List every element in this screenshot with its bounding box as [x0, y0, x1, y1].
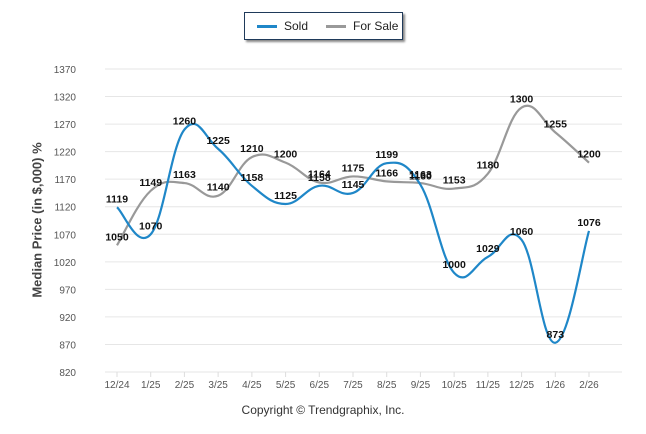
- data-label: 1125: [274, 190, 297, 202]
- y-tick-label: 820: [59, 368, 76, 379]
- legend-item-for-sale[interactable]: For Sale: [326, 19, 398, 33]
- data-label: 1076: [577, 217, 601, 229]
- data-label: 1158: [308, 172, 331, 184]
- y-tick-label: 1220: [54, 148, 77, 159]
- data-label: 1225: [206, 135, 230, 147]
- gridlines: [105, 68, 622, 373]
- x-tick-label: 10/25: [442, 380, 467, 391]
- y-tick-label: 1370: [54, 65, 77, 76]
- y-tick-label: 1020: [54, 258, 77, 269]
- data-label: 1163: [409, 169, 432, 181]
- data-label: 1300: [510, 94, 534, 106]
- x-tick-label: 8/25: [377, 380, 397, 391]
- y-axis-ticks: 820 870 920 970 1020 1070 1120 1170 1220 1270 1320…: [54, 65, 77, 379]
- data-label: 1200: [274, 149, 298, 161]
- data-label: 1175: [342, 162, 365, 174]
- data-label: 1000: [442, 259, 466, 271]
- series-line-sold: [116, 122, 591, 344]
- data-label: 1119: [106, 193, 128, 205]
- y-tick-label: 970: [59, 285, 76, 296]
- x-tick-label: 7/25: [343, 380, 363, 391]
- data-labels: 1119 1070 1260 1225 1158 1125 1158 1145 1199 1160…: [105, 94, 601, 341]
- data-label: 1166: [375, 167, 398, 179]
- data-label: 873: [547, 329, 565, 341]
- legend: Sold For Sale: [244, 12, 403, 40]
- data-label: 1145: [342, 179, 365, 191]
- y-tick-label: 1120: [54, 203, 76, 214]
- series-lines: [116, 104, 591, 344]
- legend-label: For Sale: [353, 19, 399, 33]
- data-label: 1160: [409, 171, 432, 183]
- x-tick-label: 1/25: [141, 380, 161, 391]
- y-tick-label: 1270: [54, 120, 77, 131]
- data-label: 1050: [105, 231, 129, 243]
- data-label: 1140: [207, 182, 230, 194]
- data-label: 1060: [510, 226, 534, 238]
- y-tick-label: 920: [59, 313, 76, 324]
- x-tick-label: 9/25: [411, 380, 431, 391]
- x-tick-label: 12/25: [509, 380, 534, 391]
- data-label: 1255: [544, 118, 568, 130]
- legend-swatch-for-sale: [326, 24, 347, 28]
- data-label: 1153: [443, 175, 466, 187]
- data-label: 1029: [476, 243, 500, 255]
- data-label: 1163: [173, 169, 196, 181]
- data-label: 1149: [139, 177, 162, 189]
- data-label: 1180: [476, 160, 499, 172]
- data-label: 1260: [173, 116, 197, 128]
- copyright: Copyright © Trendgraphix, Inc.: [241, 403, 405, 417]
- y-tick-label: 1320: [54, 93, 77, 104]
- data-label: 1158: [240, 172, 263, 184]
- y-axis-label: Median Price (in $,000) %: [29, 142, 45, 298]
- x-tick-label: 5/25: [276, 380, 296, 391]
- legend-item-sold[interactable]: Sold: [257, 19, 308, 33]
- x-tick-label: 1/26: [546, 380, 566, 391]
- x-tick-label: 2/25: [175, 380, 195, 391]
- x-tick-label: 6/25: [310, 380, 330, 391]
- x-tick-label: 2/26: [579, 380, 599, 391]
- x-tick-label: 11/25: [476, 380, 501, 391]
- y-tick-label: 870: [59, 340, 76, 351]
- data-label: 1070: [139, 220, 163, 232]
- x-tick-label: 4/25: [242, 380, 262, 391]
- series-line-for-sale: [116, 104, 590, 246]
- legend-label: Sold: [284, 19, 309, 33]
- x-tick-label: 3/25: [208, 380, 228, 391]
- y-tick-label: 1170: [54, 175, 76, 186]
- data-label: 1210: [240, 143, 264, 155]
- x-tick-label: 12/24: [104, 380, 129, 391]
- y-tick-label: 1070: [54, 230, 77, 241]
- data-label: 1200: [577, 149, 601, 161]
- x-axis-ticks: 12/24 1/25 2/25 3/25 4/25 5/25 6/25 7/25 8/25 9/2…: [104, 372, 599, 391]
- data-label: 1164: [308, 168, 331, 180]
- legend-swatch-sold: [257, 24, 277, 28]
- data-label: 1199: [375, 149, 398, 161]
